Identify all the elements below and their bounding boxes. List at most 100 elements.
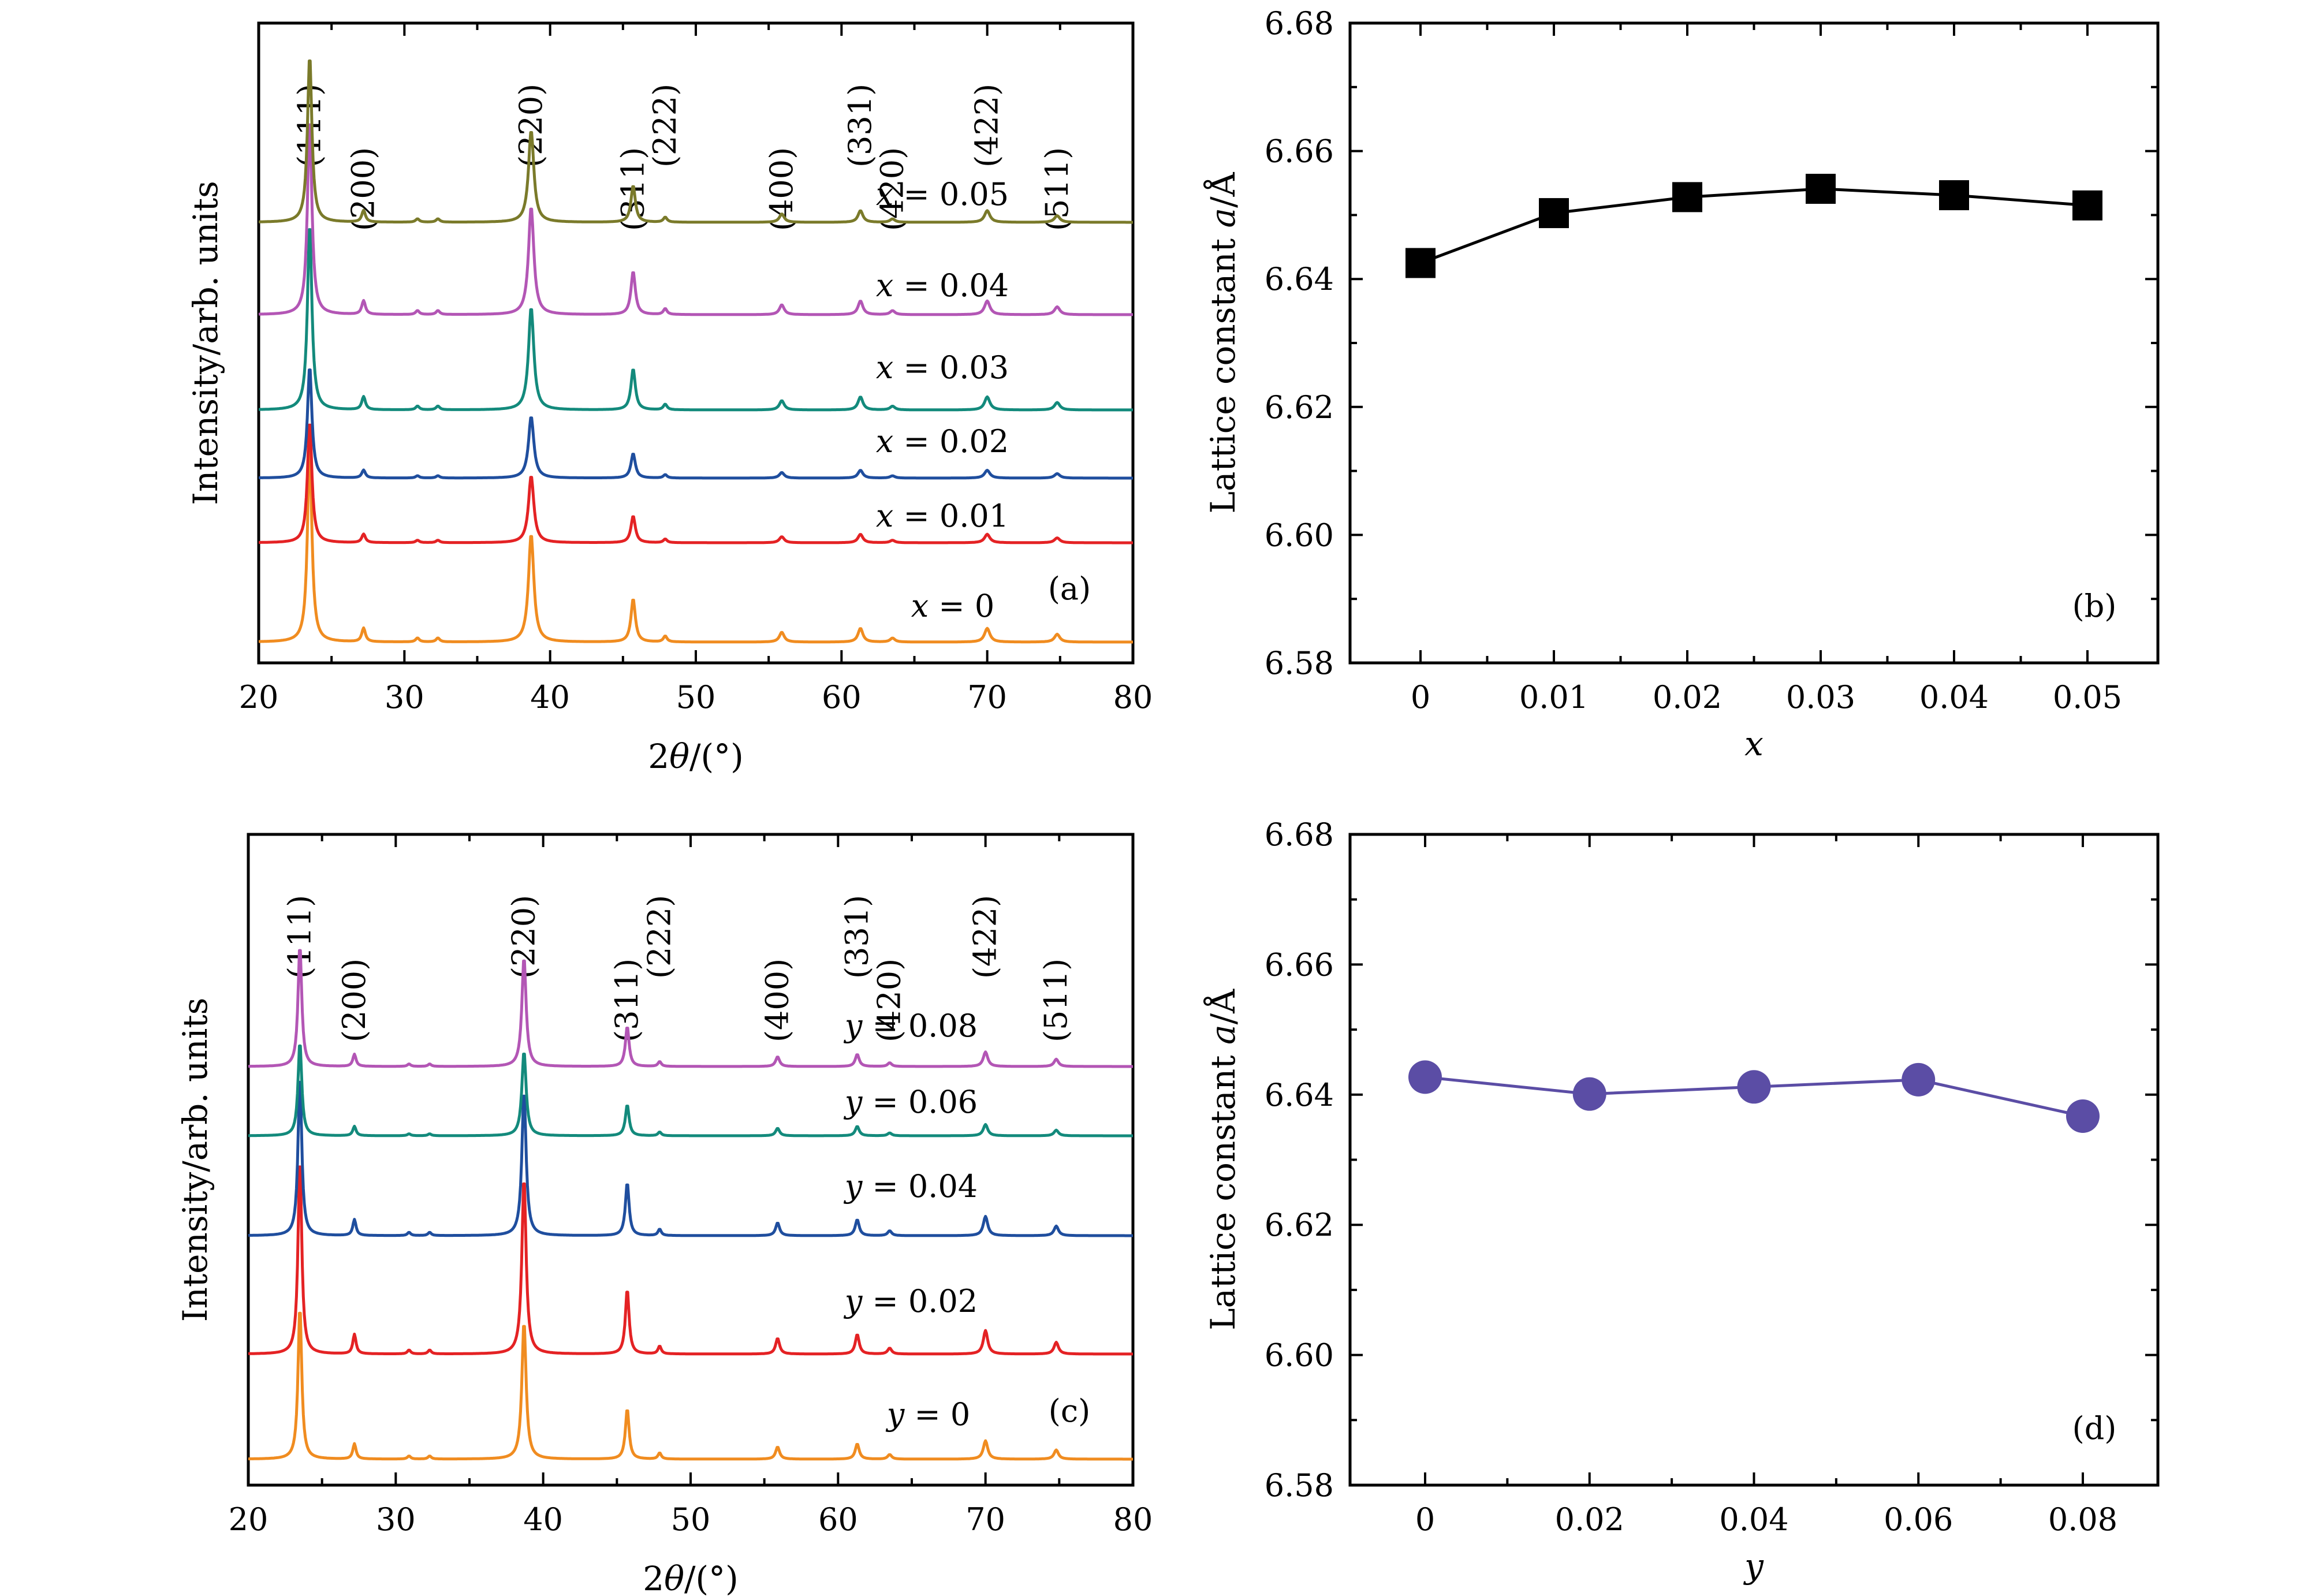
y-tick-label: 6.58 <box>1265 645 1334 681</box>
series-label: y = 0.08 <box>844 1008 978 1044</box>
hkl-label: (511) <box>1038 959 1074 1042</box>
series-label: x = 0.03 <box>876 349 1009 386</box>
x-tick-label: 0.08 <box>2048 1501 2117 1538</box>
xrd-trace <box>248 1044 1134 1138</box>
x-tick-label: 30 <box>376 1501 416 1538</box>
x-tick-label: 0.04 <box>1719 1501 1788 1538</box>
plot-frame <box>1348 21 2160 665</box>
y-tick-label: 6.68 <box>1265 5 1334 42</box>
panel-label: (d) <box>2072 1410 2117 1446</box>
y-tick-label: 6.60 <box>1265 1337 1334 1374</box>
xrd-trace <box>258 450 1134 644</box>
x-tick-label: 40 <box>523 1501 563 1538</box>
hkl-label: (422) <box>969 84 1005 167</box>
y-axis-label: Intensity/arb. units <box>186 181 225 505</box>
data-point <box>1902 1062 1936 1097</box>
y-tick-label: 6.66 <box>1265 133 1334 170</box>
series-label: y = 0.02 <box>844 1283 978 1319</box>
x-tick-label: 60 <box>822 679 862 715</box>
x-tick-label: 40 <box>530 679 570 715</box>
y-axis-label: Lattice constant a/Å <box>1203 171 1243 513</box>
xrd-trace <box>258 368 1134 480</box>
data-point <box>1539 198 1569 229</box>
series-label: y = 0 <box>886 1396 970 1433</box>
data-point <box>1806 173 1836 204</box>
x-axis-label: 2θ/(°) <box>648 737 744 776</box>
hkl-label: (420) <box>871 959 908 1042</box>
hkl-label: (400) <box>759 959 796 1042</box>
x-axis-label: 2θ/(°) <box>643 1559 739 1596</box>
x-tick-label: 70 <box>967 679 1007 715</box>
series-label: x = 0.05 <box>876 176 1009 212</box>
x-tick-label: 0.03 <box>1786 679 1855 715</box>
y-tick-label: 6.68 <box>1265 816 1334 853</box>
panel-label: (b) <box>2072 588 2117 624</box>
hkl-label: (420) <box>874 147 911 231</box>
x-tick-label: 50 <box>676 679 716 715</box>
xrd-trace <box>248 1311 1134 1461</box>
x-tick-label: 0.04 <box>1919 679 1989 715</box>
hkl-label: (220) <box>513 84 549 167</box>
hkl-label: (511) <box>1039 147 1075 231</box>
x-axis-label: x <box>1744 724 1764 763</box>
xrd-trace <box>258 423 1134 545</box>
series-label: y = 0.06 <box>844 1084 978 1120</box>
y-tick-label: 6.62 <box>1265 389 1334 426</box>
y-tick-label: 6.60 <box>1265 517 1334 553</box>
data-point <box>2066 1099 2100 1133</box>
x-tick-label: 0.06 <box>1884 1501 1953 1538</box>
x-tick-label: 0 <box>1411 679 1430 715</box>
data-point <box>1405 248 1436 278</box>
data-point <box>2072 190 2102 221</box>
x-tick-label: 0.02 <box>1653 679 1722 715</box>
y-tick-label: 6.58 <box>1265 1467 1334 1504</box>
y-axis-label: Intensity/arb. units <box>176 998 215 1322</box>
panel-b-lattice-vs-x: 6.58 6.60 6.62 6.64 6.66 6.68 0 0.01 0.02 0.03 0.0… <box>1203 5 2160 763</box>
panel-label: (c) <box>1049 1393 1090 1429</box>
panel-a-xrd-x-series: 20 30 40 50 60 70 80 2θ/(°) Intensity/arb. units… <box>186 21 1153 776</box>
series-line <box>1420 187 2088 264</box>
y-tick-label: 6.64 <box>1265 1077 1334 1113</box>
x-tick-label: 20 <box>229 1501 269 1538</box>
x-tick-label: 80 <box>1113 679 1153 715</box>
xrd-trace <box>258 228 1134 412</box>
x-tick-label: 0.02 <box>1555 1501 1624 1538</box>
x-tick-label: 0.05 <box>2053 679 2122 715</box>
series-label: x = 0.01 <box>876 498 1009 534</box>
xrd-trace <box>248 1165 1134 1356</box>
data-point <box>1939 180 1969 211</box>
panel-c-xrd-y-series: 20 30 40 50 60 70 80 2θ/(°) Intensity/arb. units… <box>176 833 1153 1596</box>
xrd-trace <box>258 123 1134 316</box>
x-tick-label: 20 <box>239 679 279 715</box>
plot-frame <box>1348 833 2160 1487</box>
x-tick-label: 50 <box>671 1501 711 1538</box>
series-label: x = 0.04 <box>876 267 1009 304</box>
hkl-label: (331) <box>842 84 878 167</box>
y-axis-label: Lattice constant a/Å <box>1203 989 1243 1330</box>
hkl-label: (400) <box>763 147 800 231</box>
panel-d-lattice-vs-y: 6.58 6.60 6.62 6.64 6.66 6.68 0 0.02 0.04 0.06 0.0… <box>1203 816 2160 1586</box>
y-tick-label: 6.66 <box>1265 946 1334 983</box>
series-label: x = 0.02 <box>876 423 1009 460</box>
x-tick-label: 30 <box>385 679 424 715</box>
xrd-trace <box>248 949 1134 1068</box>
hkl-label: (222) <box>641 895 677 979</box>
series-label: y = 0.04 <box>844 1168 978 1205</box>
hkl-label: (331) <box>839 895 875 979</box>
hkl-label: (200) <box>336 959 372 1042</box>
hkl-label: (200) <box>345 147 382 231</box>
y-tick-label: 6.64 <box>1265 261 1334 297</box>
data-point <box>1737 1070 1771 1104</box>
panel-label: (a) <box>1048 570 1091 607</box>
xrd-trace <box>248 1080 1134 1237</box>
hkl-label: (422) <box>967 895 1004 979</box>
x-tick-label: 0.01 <box>1519 679 1589 715</box>
x-axis-label: y <box>1743 1546 1764 1586</box>
hkl-label: (222) <box>647 84 683 167</box>
x-tick-label: 0 <box>1415 1501 1435 1538</box>
xrd-trace <box>258 59 1134 224</box>
data-point <box>1408 1060 1442 1094</box>
x-tick-label: 60 <box>818 1501 858 1538</box>
y-tick-label: 6.62 <box>1265 1207 1334 1243</box>
